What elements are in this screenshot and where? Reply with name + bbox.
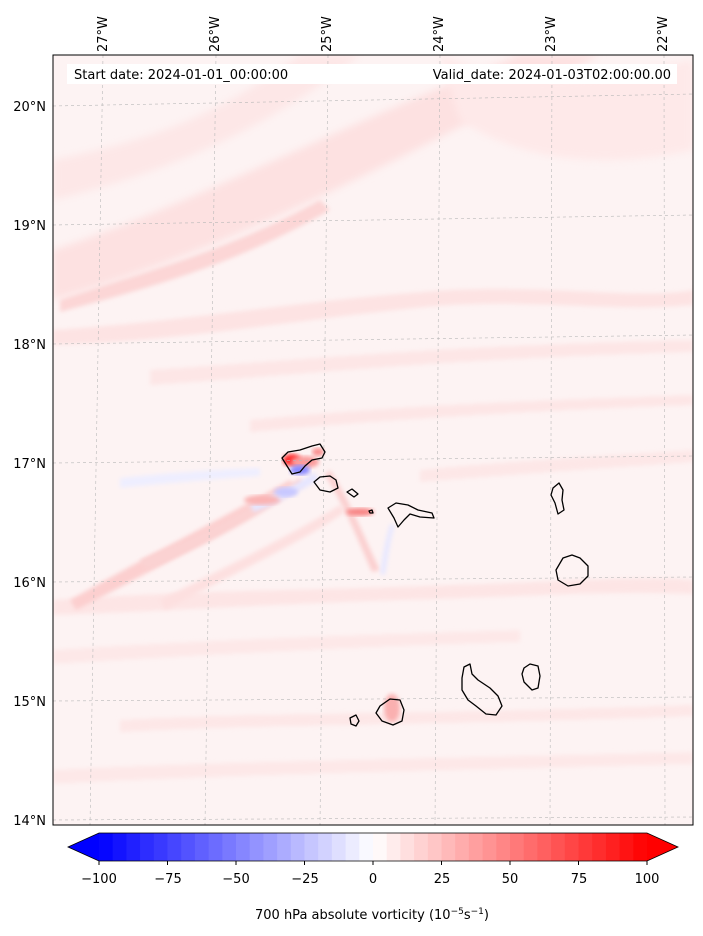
colorbar-segment	[482, 833, 497, 861]
colorbar-segment	[386, 833, 401, 861]
island-branco	[368, 509, 374, 514]
colorbar	[67, 832, 679, 865]
cbar-tick-label: 0	[369, 872, 377, 887]
colorbar-segment	[112, 833, 127, 861]
colorbar-segment	[304, 833, 319, 861]
colorbar-extend-min	[68, 833, 99, 861]
island-maio	[521, 663, 541, 691]
cbar-tick-label: −100	[81, 872, 117, 887]
island-sao-vicente	[313, 475, 339, 493]
colorbar-segment	[523, 833, 538, 861]
colorbar-segment	[99, 833, 114, 861]
island-santa-luzia	[346, 488, 359, 498]
lat-label-14n: 14°N	[13, 814, 46, 829]
latitude-labels: 20°N 19°N 18°N 17°N 16°N 15°N 14°N	[13, 100, 46, 829]
lon-label-23w: 23°W	[544, 16, 559, 52]
coastlines	[281, 443, 589, 727]
map-frame	[52, 54, 694, 826]
lon-label-26w: 26°W	[208, 16, 223, 52]
colorbar-segment	[153, 833, 169, 861]
valid-date-label: Valid_date: 2024-01-03T02:00:00.00	[433, 68, 671, 83]
cbar-tick-label: 25	[434, 872, 451, 887]
colorbar-segment	[181, 833, 196, 861]
colorbar-segment	[208, 833, 223, 861]
colorbar-segment	[441, 833, 456, 861]
colorbar-segment	[400, 833, 415, 861]
colorbar-segment	[551, 833, 566, 861]
cbar-tick-label: −75	[154, 872, 181, 887]
colorbar-segment	[222, 833, 237, 861]
graticule	[53, 55, 693, 825]
colorbar-segment	[359, 833, 374, 861]
colorbar-segment	[249, 833, 264, 861]
colorbar-segment	[194, 833, 210, 861]
island-boa-vista	[555, 554, 589, 587]
colorbar-segment	[427, 833, 443, 861]
cbar-tick-label: −50	[222, 872, 249, 887]
island-santiago	[461, 663, 503, 716]
colorbar-tick-labels: −100 −75 −50 −25 0 25 50 75 100	[81, 872, 659, 887]
colorbar-label: 700 hPa absolute vorticity (10−5s−1)	[255, 907, 489, 923]
colorbar-segment	[468, 833, 484, 861]
colorbar-segment	[510, 833, 525, 861]
island-santo-antao	[281, 443, 326, 475]
lat-label-17n: 17°N	[13, 457, 46, 472]
header-box	[67, 64, 677, 84]
lat-label-20n: 20°N	[13, 100, 46, 115]
island-sal	[550, 482, 565, 515]
colorbar-segment	[564, 833, 580, 861]
island-fogo	[375, 698, 405, 726]
vorticity-field	[53, 55, 693, 825]
lat-label-18n: 18°N	[13, 338, 46, 353]
island-sao-nicolau	[387, 502, 435, 528]
lon-label-24w: 24°W	[432, 16, 447, 52]
colorbar-segment	[537, 833, 552, 861]
colorbar-segment	[455, 833, 470, 861]
colorbar-segment	[578, 833, 593, 861]
start-date-label: Start date: 2024-01-01_00:00:00	[74, 68, 288, 83]
colorbar-segment	[373, 833, 388, 861]
colorbar-segment	[277, 833, 292, 861]
colorbar-segment	[318, 833, 333, 861]
colorbar-segment	[263, 833, 278, 861]
colorbar-segment	[290, 833, 306, 861]
colorbar-segment	[126, 833, 141, 861]
lon-label-27w: 27°W	[96, 16, 111, 52]
colorbar-segment	[331, 833, 347, 861]
colorbar-segment	[414, 833, 429, 861]
cbar-tick-label: 100	[635, 872, 660, 887]
lon-label-25w: 25°W	[320, 16, 335, 52]
cbar-tick-label: −25	[291, 872, 318, 887]
longitude-labels: 27°W 26°W 25°W 24°W 23°W 22°W	[96, 16, 671, 52]
colorbar-segment	[345, 833, 360, 861]
colorbar-segment	[236, 833, 251, 861]
colorbar-segment	[592, 833, 607, 861]
lat-label-19n: 19°N	[13, 219, 46, 234]
colorbar-segment	[619, 833, 634, 861]
colorbar-segment	[605, 833, 621, 861]
colorbar-segment	[167, 833, 182, 861]
lat-label-16n: 16°N	[13, 576, 46, 591]
island-brava	[349, 714, 360, 727]
lat-label-15n: 15°N	[13, 695, 46, 710]
colorbar-segment	[140, 833, 155, 861]
colorbar-segment	[496, 833, 511, 861]
colorbar-segment	[633, 833, 648, 861]
cbar-tick-label: 50	[502, 872, 519, 887]
lon-label-22w: 22°W	[656, 16, 671, 52]
colorbar-extend-max	[647, 833, 678, 861]
cbar-tick-label: 75	[571, 872, 588, 887]
